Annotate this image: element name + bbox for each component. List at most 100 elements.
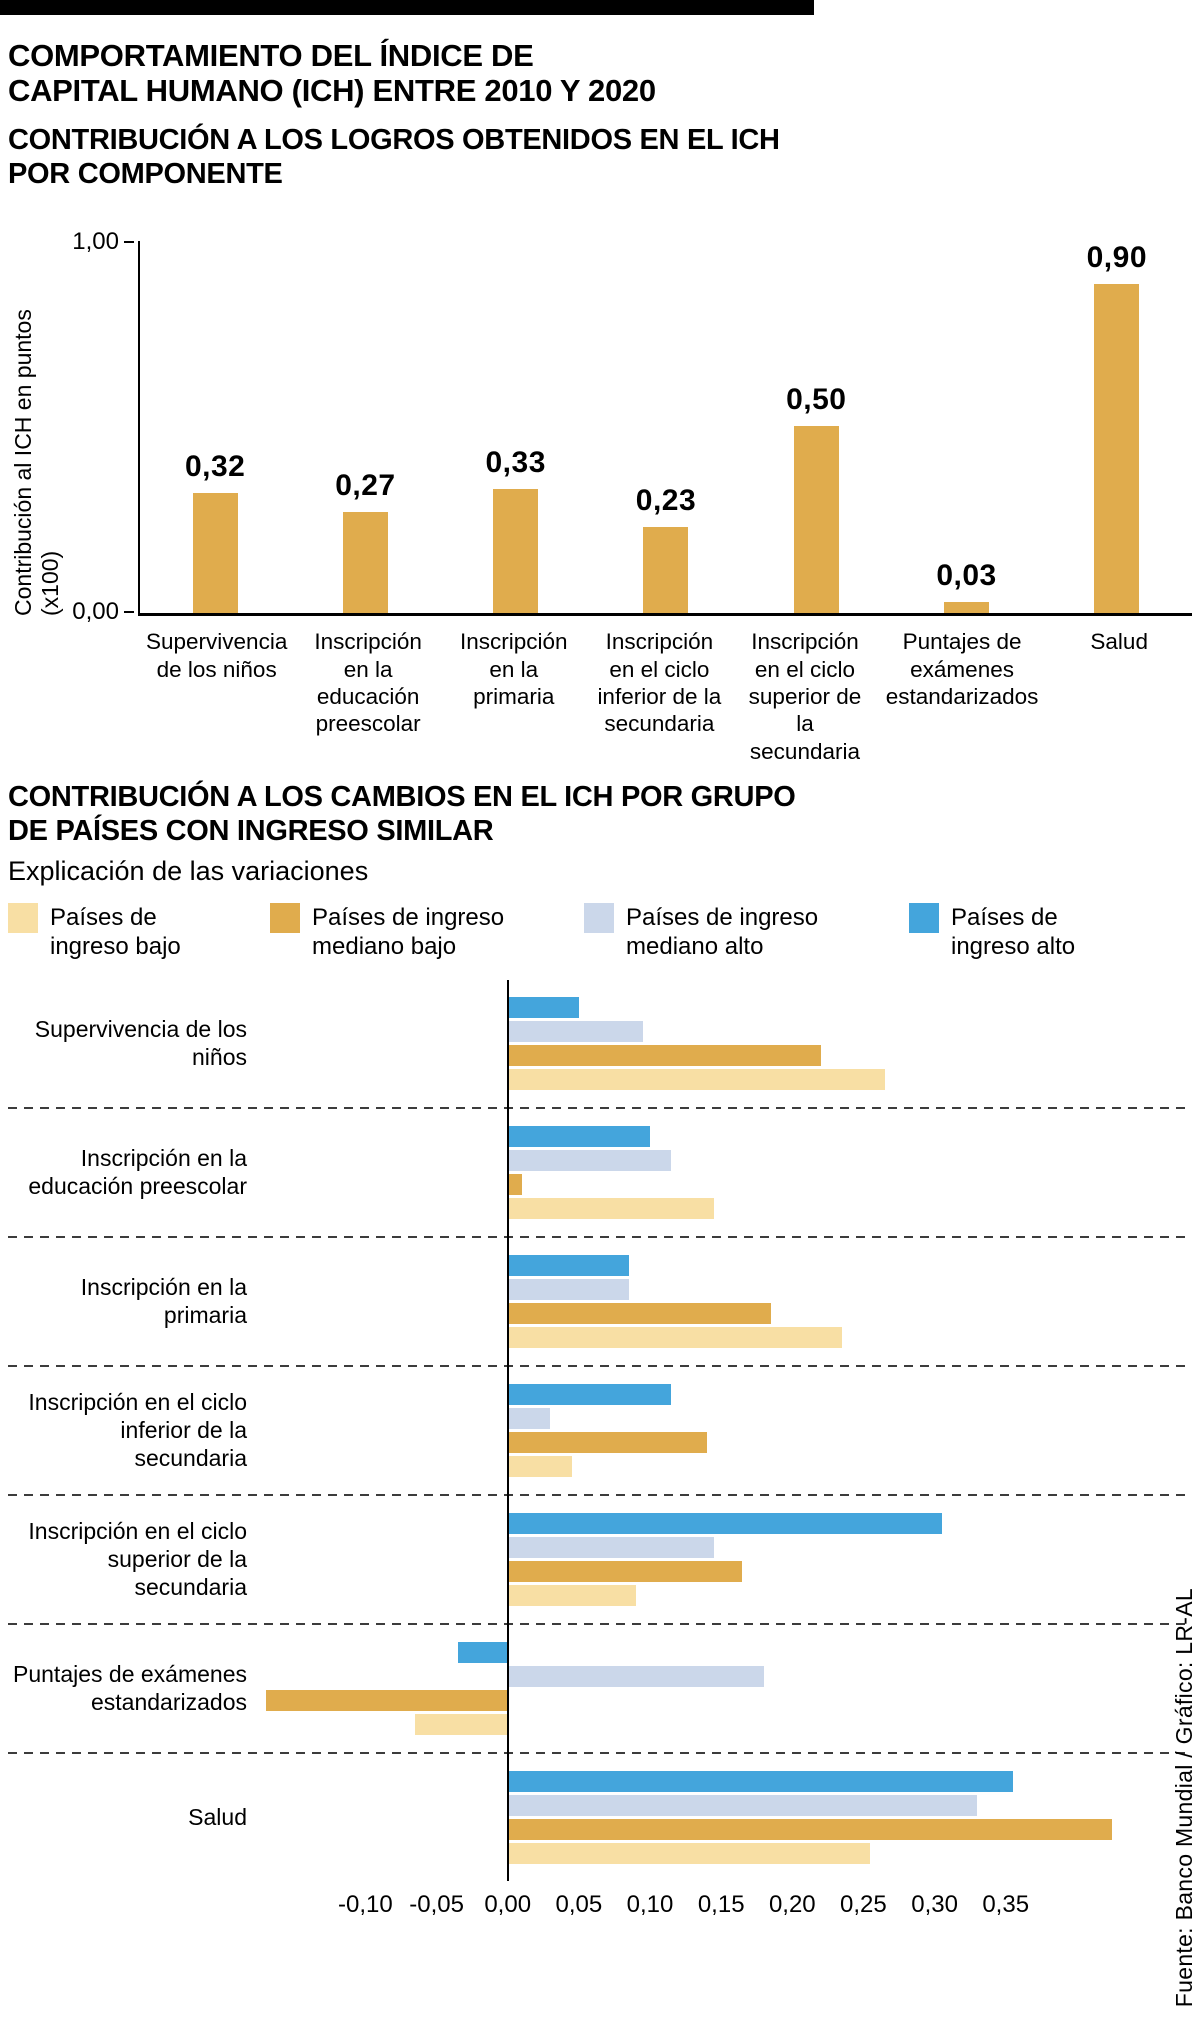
- chart-row: Inscripción en la educación preescolar: [8, 1109, 1192, 1236]
- category-label: Supervivencia de los niños: [146, 629, 288, 682]
- dashed-separator: [8, 1622, 1192, 1625]
- legend-item: Países de ingreso mediano bajo: [270, 903, 584, 962]
- bar: [507, 996, 579, 1018]
- bar: [507, 1149, 672, 1171]
- dashed-separator: [8, 1106, 1192, 1109]
- bar: [507, 1770, 1013, 1792]
- x-axis-category-labels: Supervivencia de los niños Inscripción en…: [138, 616, 1192, 765]
- row-category-label: Inscripción en el ciclo superior de la s…: [28, 1517, 247, 1601]
- page-title-line1: COMPORTAMIENTO DEL ÍNDICE DE: [8, 38, 534, 73]
- x-axis-tick-label: 0,15: [697, 1890, 745, 1918]
- bar: [1094, 284, 1140, 614]
- grouped-bar-rows: Supervivencia de los niños Inscripción en…: [8, 979, 1192, 1881]
- bar: [507, 1512, 942, 1534]
- bar-value-label: 0,27: [335, 468, 396, 502]
- legend-swatch: [584, 903, 614, 933]
- bar-column: 0,90: [1042, 241, 1192, 614]
- chart-row: Inscripción en la primaria: [8, 1238, 1192, 1365]
- row-bars: [263, 1770, 1148, 1864]
- y-axis-tick-max: 1,00: [54, 228, 134, 256]
- bar-value-label: 0,50: [786, 382, 847, 416]
- x-axis-tick-label: 0,05: [555, 1890, 603, 1918]
- tick-mark: [124, 611, 134, 614]
- category-label: Inscripción en el ciclo inferior de la s…: [597, 629, 722, 737]
- row-bars: [263, 1383, 1148, 1477]
- bar-chart-plot: 1,00 0,00 0,32 0,27 0,33 0,23 0,50 0,03 0,90: [72, 228, 1192, 625]
- bar: [507, 1842, 871, 1864]
- bar: [507, 1584, 636, 1606]
- row-category-label: Inscripción en la educación preescolar: [28, 1144, 247, 1200]
- y-axis-tick-label: 0,00: [72, 598, 119, 626]
- bar: [643, 526, 689, 614]
- legend-item: Países de ingreso bajo: [8, 903, 270, 962]
- bar: [342, 511, 388, 614]
- chart-row: Supervivencia de los niños: [8, 980, 1192, 1107]
- y-axis-tick-zero: 0,00: [54, 598, 134, 626]
- infographic: COMPORTAMIENTO DEL ÍNDICE DE CAPITAL HUM…: [0, 15, 1200, 1929]
- bar: [944, 601, 990, 614]
- bar: [507, 1197, 714, 1219]
- section2-subtitle: Explicación de las variaciones: [8, 856, 369, 886]
- bar-column: 0,33: [441, 241, 591, 614]
- page-title-line2: CAPITAL HUMANO (ICH) ENTRE 2010 Y 2020: [8, 72, 656, 108]
- bar: [415, 1713, 508, 1735]
- bar: [507, 1020, 643, 1042]
- row-bars: [263, 1641, 1148, 1735]
- legend-item: Países de ingreso alto: [909, 903, 1086, 962]
- y-axis-label: Contribución al ICH en puntos (x100): [10, 309, 63, 617]
- bar: [507, 1536, 714, 1558]
- x-axis-tick-label: 0,25: [840, 1890, 887, 1918]
- bar-column: 0,32: [140, 241, 290, 614]
- section1-heading-line1: CONTRIBUCIÓN A LOS LOGROS OBTENIDOS EN E…: [8, 124, 780, 157]
- dashed-separator: [8, 1751, 1192, 1754]
- row-bars: [263, 1512, 1148, 1606]
- category-label: Puntajes de exámenes estandarizados: [885, 629, 1039, 709]
- dashed-separator: [8, 1364, 1192, 1367]
- chart-cambios-por-grupo: Supervivencia de los niños Inscripción en…: [8, 979, 1192, 1929]
- x-axis-tick-label: -0,10: [338, 1890, 393, 1918]
- chart-contribucion-por-componente: Contribución al ICH en puntos (x100) 1,0…: [8, 228, 1192, 765]
- chart-row: Puntajes de exámenes estandarizados: [8, 1625, 1192, 1752]
- legend-label: Países de ingreso mediano alto: [626, 904, 819, 961]
- x-axis-tick-label: -0,05: [409, 1890, 464, 1918]
- bar-value-label: 0,03: [936, 558, 997, 592]
- bar: [493, 489, 539, 614]
- section1-heading-line2: POR COMPONENTE: [8, 157, 283, 190]
- row-category-label: Supervivencia de los niños: [34, 1015, 247, 1071]
- legend-swatch: [270, 903, 300, 933]
- x-axis-tick-label: 0,30: [911, 1890, 958, 1918]
- row-category-label: Puntajes de exámenes estandarizados: [13, 1660, 247, 1716]
- category-label: Inscripción en el ciclo superior de la s…: [748, 629, 862, 764]
- bar: [265, 1689, 508, 1711]
- legend-label: Países de ingreso bajo: [50, 904, 181, 961]
- bar: [507, 1173, 522, 1195]
- row-bars: [263, 1125, 1148, 1219]
- bar: [192, 493, 238, 614]
- category-label: Inscripción en la educación preescolar: [314, 629, 422, 737]
- legend-label: Países de ingreso mediano bajo: [312, 904, 505, 961]
- zero-axis-line: [506, 979, 509, 1881]
- bar-value-label: 0,90: [1086, 241, 1148, 275]
- bar: [507, 1278, 629, 1300]
- bar: [507, 1560, 743, 1582]
- section2-heading: CONTRIBUCIÓN A LOS CAMBIOS EN EL ICH POR…: [8, 781, 1192, 848]
- legend-swatch: [909, 903, 939, 933]
- chart-row: Inscripción en el ciclo inferior de la s…: [8, 1367, 1192, 1494]
- section2-heading-line2: DE PAÍSES CON INGRESO SIMILAR: [8, 814, 494, 847]
- bar: [507, 1818, 1113, 1840]
- page-title: COMPORTAMIENTO DEL ÍNDICE DE CAPITAL HUM…: [8, 38, 1192, 108]
- bar: [457, 1641, 508, 1663]
- bar-column: 0,27: [290, 241, 440, 614]
- x-axis-tick-labels: -0,10 -0,05 0,00 0,05 0,10 0,15 0,20 0,25 0,30 0,…: [8, 1891, 1192, 1929]
- dashed-separator: [8, 1235, 1192, 1238]
- bar: [507, 1794, 978, 1816]
- section1-heading: CONTRIBUCIÓN A LOS LOGROS OBTENIDOS EN E…: [8, 124, 1192, 191]
- legend-label: Países de ingreso alto: [951, 904, 1076, 961]
- bar: [507, 1455, 572, 1477]
- row-category-label: Salud: [188, 1804, 247, 1830]
- bar: [507, 1302, 771, 1324]
- bar-value-label: 0,23: [635, 483, 697, 517]
- source-credit: Fuente: Banco Mundial / Gráfico: LR-AL: [1171, 1587, 1197, 2007]
- row-bars: [263, 1254, 1148, 1348]
- x-axis-tick-label: 0,00: [484, 1890, 532, 1918]
